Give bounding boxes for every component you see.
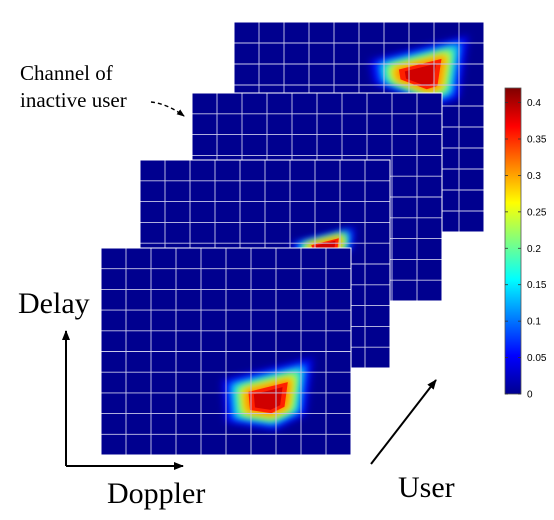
delay-axis-label: Delay xyxy=(18,287,90,320)
annotation-arrow xyxy=(150,101,185,117)
channel-layers xyxy=(100,21,485,456)
colorbar-tick-label: 0.35 xyxy=(527,135,547,146)
annotation-line-1: Channel of xyxy=(20,61,113,85)
colorbar: 0.4 0.35 0.3 0.25 0.2 0.15 0.1 0.05 0 xyxy=(504,87,547,401)
colorbar-gradient xyxy=(504,87,522,395)
inactive-user-annotation: Channel of inactive user xyxy=(20,61,185,117)
user-axis-label: User xyxy=(398,471,455,504)
colorbar-tick-label: 0.1 xyxy=(527,317,541,328)
colorbar-tick-label: 0.05 xyxy=(527,353,547,364)
colorbar-tick-label: 0.25 xyxy=(527,207,547,218)
colorbar-tick-label: 0.2 xyxy=(527,244,541,255)
layer-grid xyxy=(101,248,351,455)
colorbar-tick-label: 0.4 xyxy=(527,98,541,109)
channel-hotspot xyxy=(222,357,314,430)
user-axis-arrow xyxy=(370,379,437,465)
doppler-axis-label: Doppler xyxy=(107,477,205,510)
channel-hotspot xyxy=(369,35,469,106)
annotation-line-2: inactive user xyxy=(20,88,127,112)
colorbar-tick-label: 0.3 xyxy=(527,171,541,182)
user-layer-1 xyxy=(100,247,352,456)
layer-border xyxy=(100,247,352,456)
colorbar-tick-label: 0 xyxy=(527,390,533,401)
axis-arrows xyxy=(62,330,437,470)
colorbar-tick-label: 0.15 xyxy=(527,280,547,291)
colorbar-ticks: 0.4 0.35 0.3 0.25 0.2 0.15 0.1 0.05 0 xyxy=(505,98,547,401)
